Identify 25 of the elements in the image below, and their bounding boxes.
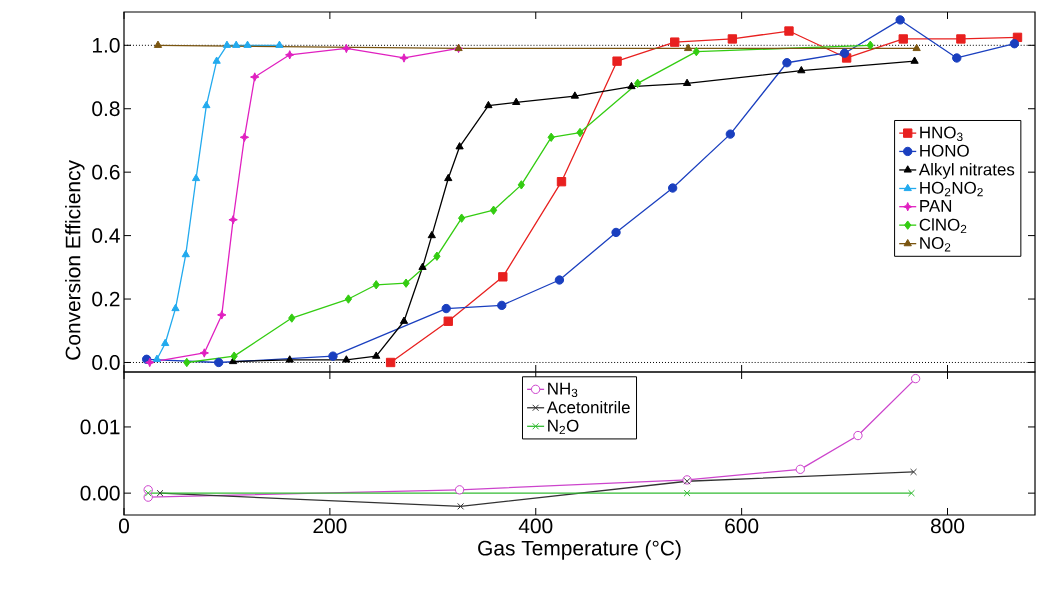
y-tick-label: 0.8 [92,101,120,117]
legend-label: NH$_{3}$ [548,382,578,398]
legend-label: ClNO$_{2}$ [919,218,967,234]
y-tick-label: 0.0 [92,355,120,370]
legend-label: Acetonitrile [546,400,630,414]
legend-label: Alkyl nitrates [918,163,1015,179]
x-tick-label: 0 [119,518,129,534]
y-tick-label: 1.0 [92,37,120,53]
x-tick-label: 800 [930,518,965,534]
x-axis-title: Gas Temperature (°C) [478,540,681,560]
y-tick-label: 0.01 [80,419,120,435]
legend-label: HONO [920,144,969,157]
legend-label: HNO$_{3}$ [920,126,963,141]
x-tick-label: 400 [518,518,553,534]
y-tick-label: 0.4 [92,228,120,244]
y-tick-label: 0.00 [80,485,120,501]
legend-label: N$_{2}$O [548,419,579,435]
legend-label: PAN [920,200,952,212]
x-tick-label: 600 [725,518,759,534]
legend-label: HO$_{2}$NO$_{2}$ [920,181,983,197]
legend-label: NO$_{2}$ [920,237,951,252]
y-axis-title: Conversion Efficiency [65,160,85,360]
y-tick-label: 0.2 [92,291,120,307]
y-tick-label: 0.6 [92,164,120,180]
x-tick-label: 200 [313,518,347,534]
